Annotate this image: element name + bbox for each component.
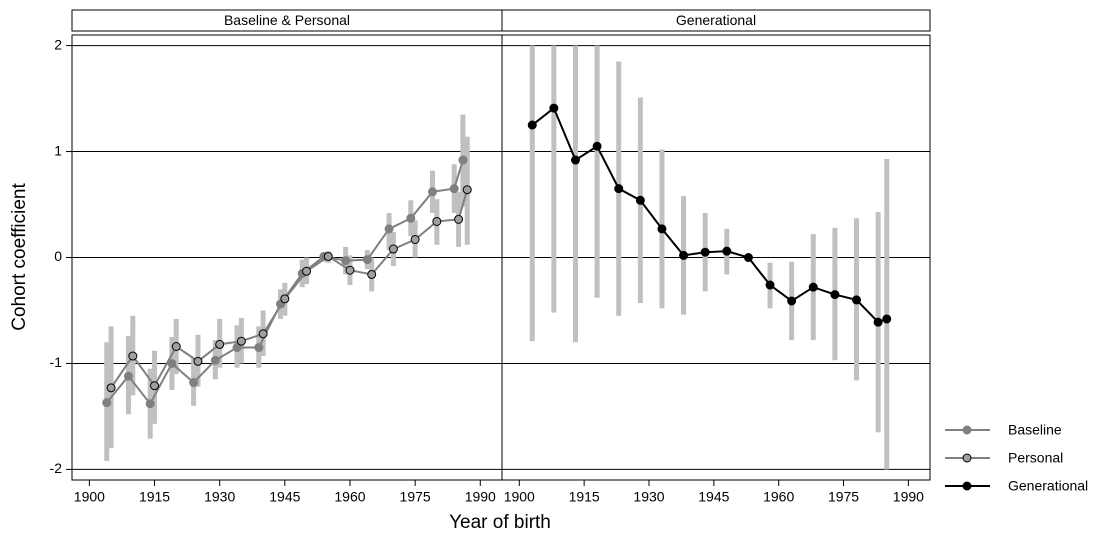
point bbox=[367, 269, 377, 279]
legend-label: Personal bbox=[1008, 450, 1063, 466]
error-bar bbox=[884, 158, 890, 470]
x-tick-label: 1930 bbox=[633, 489, 664, 505]
y-tick-label: 0 bbox=[54, 248, 62, 264]
series-line bbox=[105, 159, 464, 406]
point bbox=[388, 244, 398, 254]
point bbox=[410, 234, 420, 244]
x-tick-label: 1960 bbox=[334, 489, 365, 505]
x-axis-label: Year of birth bbox=[449, 512, 551, 533]
point bbox=[449, 184, 459, 194]
point bbox=[527, 120, 537, 130]
x-tick-label: 1900 bbox=[504, 489, 535, 505]
x-tick-label: 1945 bbox=[269, 489, 300, 505]
point bbox=[171, 342, 181, 351]
legend-marker bbox=[962, 481, 972, 491]
point bbox=[232, 343, 242, 353]
x-tick-label: 1990 bbox=[893, 489, 924, 505]
x-tick-label: 1915 bbox=[139, 489, 170, 505]
point bbox=[210, 355, 220, 365]
point bbox=[302, 266, 312, 276]
legend-marker bbox=[962, 453, 972, 463]
point bbox=[462, 185, 472, 195]
point bbox=[406, 213, 416, 223]
legend-label: Baseline bbox=[1008, 422, 1062, 438]
point bbox=[193, 356, 203, 366]
x-tick-label: 1915 bbox=[569, 489, 600, 505]
point bbox=[852, 295, 862, 305]
x-tick-label: 1945 bbox=[698, 489, 729, 505]
point bbox=[145, 399, 155, 409]
x-tick-label: 1990 bbox=[465, 489, 496, 505]
point bbox=[432, 216, 442, 226]
y-tick-label: 2 bbox=[54, 36, 62, 52]
x-tick-label: 1930 bbox=[204, 489, 235, 505]
legend-label: Generational bbox=[1008, 478, 1088, 494]
point bbox=[873, 317, 883, 327]
legend-marker bbox=[962, 425, 972, 435]
series-line bbox=[110, 189, 469, 389]
point bbox=[280, 294, 290, 304]
x-tick-label: 1975 bbox=[400, 489, 431, 505]
y-tick-label: -2 bbox=[50, 460, 63, 476]
error-bar bbox=[594, 45, 600, 298]
point bbox=[102, 398, 112, 408]
y-tick-label: 1 bbox=[54, 142, 62, 158]
point bbox=[549, 103, 559, 113]
point bbox=[189, 378, 199, 388]
error-bar bbox=[572, 45, 578, 343]
point bbox=[679, 250, 689, 260]
point bbox=[570, 155, 580, 165]
point bbox=[454, 214, 464, 224]
x-tick-label: 1975 bbox=[828, 489, 859, 505]
point bbox=[215, 339, 225, 349]
point bbox=[592, 141, 602, 151]
point bbox=[743, 253, 753, 262]
panel-title: Baseline & Personal bbox=[224, 12, 350, 28]
point bbox=[765, 280, 775, 290]
point bbox=[123, 371, 133, 381]
point bbox=[106, 383, 116, 393]
point bbox=[362, 255, 372, 265]
point bbox=[458, 155, 468, 165]
point bbox=[808, 282, 818, 292]
point bbox=[882, 314, 892, 324]
y-axis-label: Cohort coefficient bbox=[9, 183, 30, 331]
point bbox=[657, 224, 667, 234]
point bbox=[236, 336, 246, 346]
point bbox=[128, 351, 138, 361]
y-tick-label: -1 bbox=[50, 354, 63, 370]
point bbox=[323, 251, 333, 261]
point bbox=[830, 290, 840, 300]
point bbox=[341, 256, 351, 266]
point bbox=[614, 184, 624, 194]
panel-title: Generational bbox=[676, 12, 756, 28]
point bbox=[722, 246, 732, 256]
panel-frame bbox=[501, 34, 931, 481]
point bbox=[635, 195, 645, 205]
error-bar bbox=[551, 45, 557, 313]
point bbox=[700, 247, 710, 257]
x-tick-label: 1960 bbox=[763, 489, 794, 505]
point bbox=[428, 187, 438, 197]
error-bar bbox=[529, 45, 535, 342]
point bbox=[787, 296, 797, 306]
point bbox=[254, 343, 264, 353]
point bbox=[384, 224, 394, 234]
point bbox=[258, 329, 268, 339]
point bbox=[150, 381, 160, 391]
x-tick-label: 1900 bbox=[74, 489, 105, 505]
point bbox=[345, 265, 355, 275]
